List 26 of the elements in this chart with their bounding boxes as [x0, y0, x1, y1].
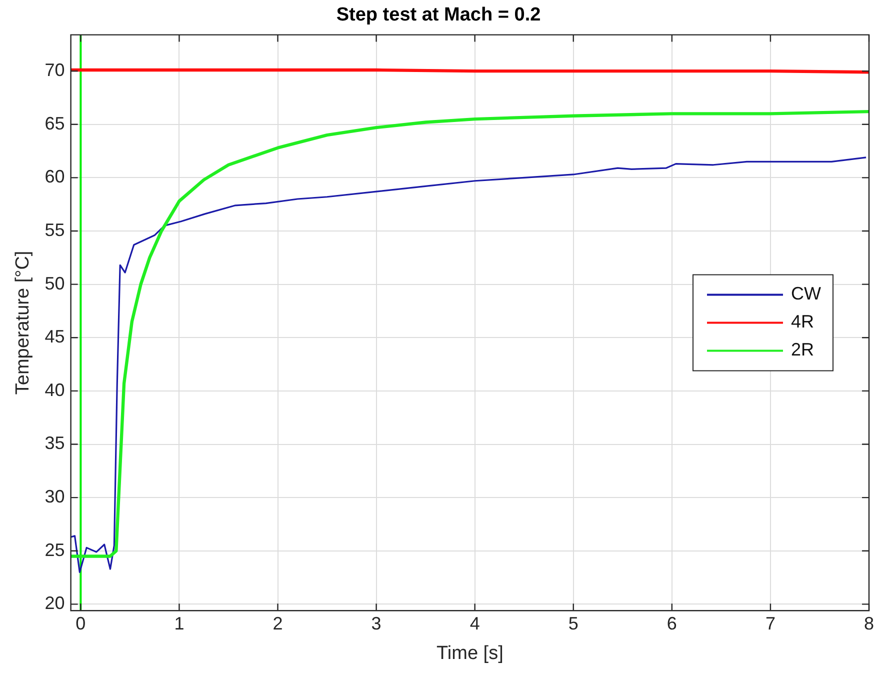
y-tick-label: 65	[44, 113, 65, 134]
y-tick-label: 55	[44, 220, 65, 240]
x-tick-label: 7	[765, 613, 776, 634]
y-tick-label: 35	[44, 433, 65, 454]
y-axis-title: Temperature [°C]	[12, 250, 34, 395]
legend-label: 4R	[791, 312, 814, 332]
x-tick-label: 4	[470, 613, 480, 634]
x-axis-title: Time [s]	[436, 642, 504, 664]
x-tick-label: 6	[666, 613, 677, 634]
y-tick-label: 40	[44, 380, 65, 400]
chart-title: Step test at Mach = 0.2	[336, 4, 541, 26]
y-tick-label: 20	[44, 593, 65, 614]
x-tick-label: 8	[864, 613, 874, 634]
x-tick-label: 0	[76, 613, 86, 634]
y-tick-label: 60	[44, 166, 65, 187]
x-tick-label: 2	[272, 613, 283, 634]
y-tick-label: 70	[44, 60, 65, 80]
y-tick-label: 25	[44, 540, 65, 560]
legend-label: CW	[791, 284, 821, 304]
x-tick-label: 3	[371, 613, 382, 634]
x-tick-label: 5	[568, 613, 578, 634]
y-tick-label: 30	[44, 486, 65, 507]
x-tick-label: 1	[174, 613, 184, 634]
y-tick-label: 45	[44, 326, 65, 347]
legend-label: 2R	[791, 340, 814, 360]
y-tick-label: 50	[44, 273, 65, 294]
